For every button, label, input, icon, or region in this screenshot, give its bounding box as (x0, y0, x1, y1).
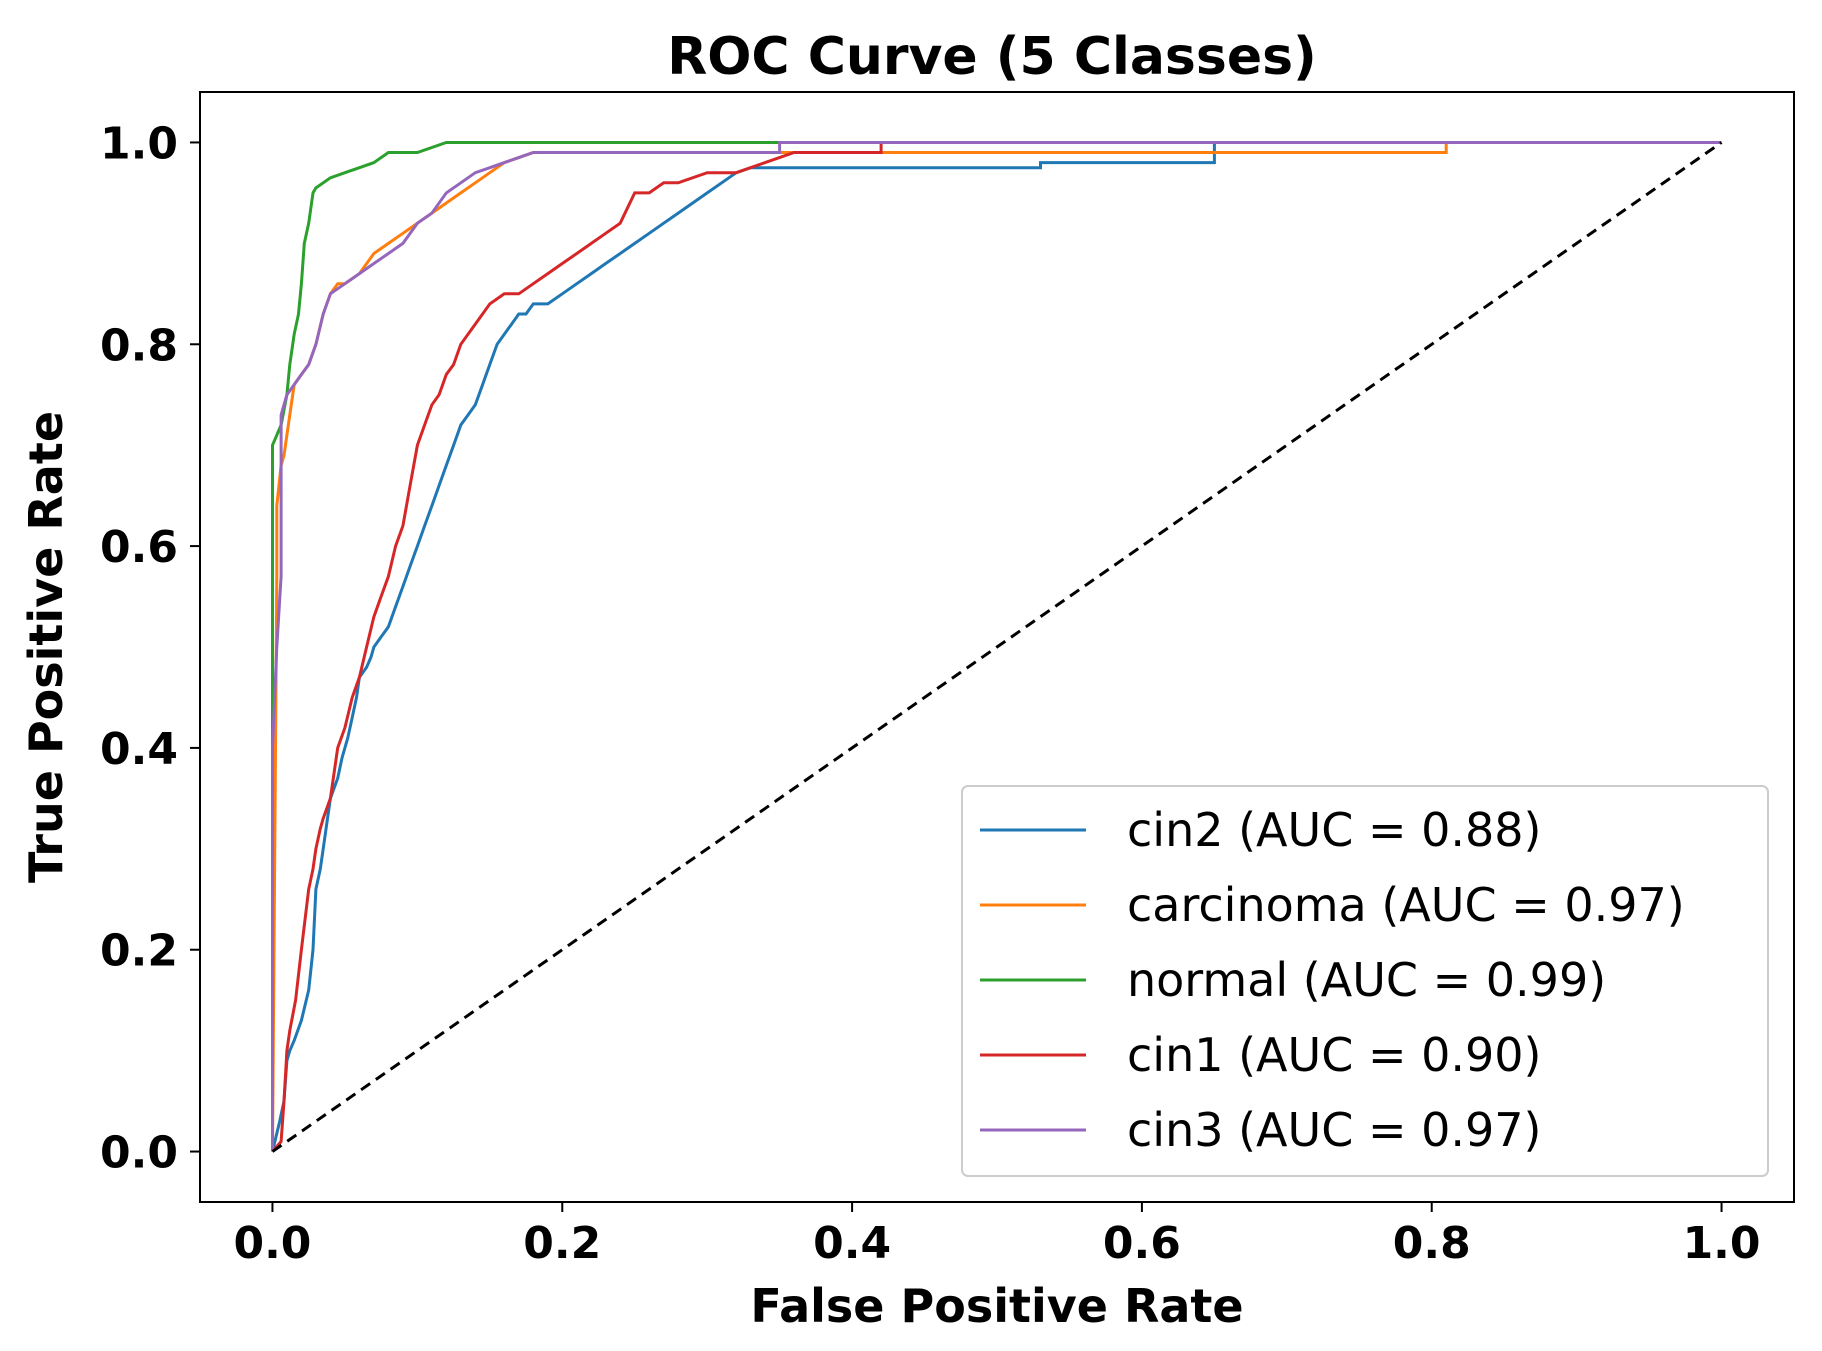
plot-frame (199, 91, 1795, 1203)
y-tick-label: 0.0 (100, 1128, 178, 1179)
x-tick-label: 0.0 (233, 1218, 311, 1269)
x-tick-label: 1.0 (1683, 1218, 1761, 1269)
y-tick-label: 0.8 (100, 320, 178, 371)
x-tick-label: 0.2 (523, 1218, 601, 1269)
legend: cin2 (AUC = 0.88) carcinoma (AUC = 0.97) n… (961, 785, 1769, 1177)
legend-label-carcinoma: carcinoma (AUC = 0.97) (1127, 878, 1685, 932)
y-axis-label: True Positive Rate (19, 411, 73, 883)
x-tick-label: 0.6 (1103, 1218, 1181, 1269)
legend-box (961, 785, 1769, 1177)
chance-diagonal-line (271, 141, 1723, 1153)
legend-label-cin2: cin2 (AUC = 0.88) (1127, 803, 1541, 857)
y-tick-label: 1.0 (100, 118, 178, 169)
x-tick-label: 0.8 (1393, 1218, 1471, 1269)
roc-line-cin1 (271, 141, 1722, 1153)
legend-label-cin1: cin1 (AUC = 0.90) (1127, 1028, 1541, 1082)
y-tick-label: 0.2 (100, 926, 178, 977)
legend-label-normal: normal (AUC = 0.99) (1127, 953, 1606, 1007)
y-tick-label: 0.4 (100, 724, 178, 775)
roc-line-cin3 (271, 141, 1722, 1152)
x-tick-label: 0.4 (813, 1218, 891, 1269)
roc-line-cin2 (271, 141, 1722, 1152)
legend-label-cin3: cin3 (AUC = 0.97) (1127, 1103, 1541, 1157)
chart-title: ROC Curve (5 Classes) (667, 27, 1317, 87)
y-tick-label: 0.6 (100, 522, 178, 573)
x-axis-label: False Positive Rate (750, 1279, 1243, 1333)
